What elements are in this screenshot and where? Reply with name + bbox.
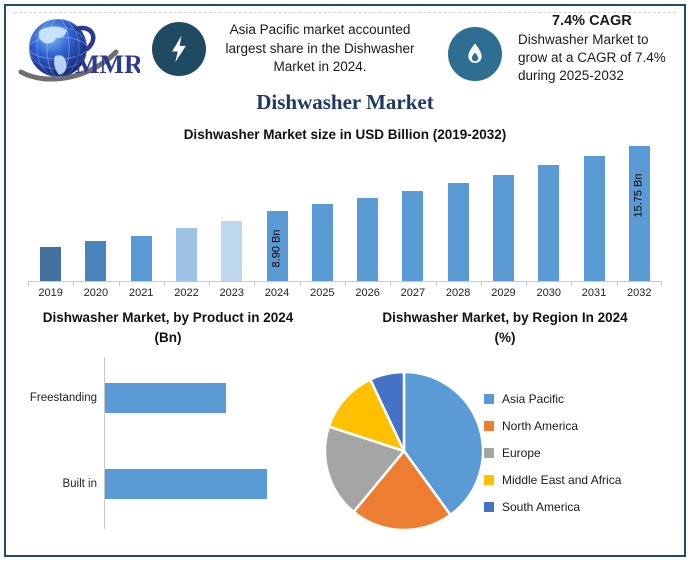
highlight-badge [152, 22, 206, 76]
region-pie-wrap [321, 368, 487, 534]
pie-slice-south-america [369, 370, 406, 453]
legend-swatch [484, 447, 494, 458]
legend-item-north-america: North America [484, 418, 621, 433]
by-region-title: Dishwasher Market, by Region In 2024 [382, 310, 628, 325]
bar-2027 [402, 191, 424, 281]
top-dashed-line [14, 12, 676, 13]
bar-slot-2031 [571, 156, 616, 281]
bar-slot-2030 [526, 165, 571, 281]
x-tick-label-2019: 2019 [28, 282, 73, 299]
legend-item-asia-pacific: Asia Pacific [484, 391, 621, 406]
bar-slot-2023 [209, 221, 254, 281]
bar-2029 [492, 175, 514, 281]
legend-label: North America [502, 418, 579, 433]
legend-swatch [484, 393, 494, 404]
legend-swatch [484, 501, 494, 512]
product-label: Built in [62, 478, 97, 491]
page-title: Dishwasher Market [256, 90, 434, 114]
bar-value-label-2032: 15.75 Bn [632, 173, 645, 218]
bar-2025 [311, 204, 333, 281]
bar-slot-2020 [73, 241, 118, 281]
pie-slice-north-america [352, 449, 452, 532]
pie-slice-europe [323, 425, 406, 514]
bar-slot-2028 [436, 183, 481, 281]
x-tick-label-2030: 2030 [526, 282, 571, 299]
x-tick-label-2022: 2022 [163, 282, 209, 299]
product-row-freestanding: Freestanding [30, 383, 226, 414]
highlight-text: Asia Pacific market accounted largest sh… [225, 22, 415, 75]
bar-2030 [538, 165, 560, 281]
bar-2031 [583, 156, 605, 281]
x-tick-label-2025: 2025 [299, 282, 345, 299]
bar-2032: 15.75 Bn [628, 146, 650, 281]
legend-label: South America [502, 499, 581, 514]
region-pie-chart [323, 370, 485, 532]
x-tick-label-2027: 2027 [390, 282, 435, 299]
x-tick-label-2023: 2023 [209, 282, 254, 299]
x-tick-label-2028: 2028 [435, 282, 481, 299]
market-size-chart-title: Dishwasher Market size in USD Billion (2… [183, 127, 507, 142]
bar-2026 [357, 198, 379, 281]
by-product-chart: Freestanding Built in [30, 357, 320, 530]
bar-slot-2022 [164, 228, 209, 281]
legend-label: Asia Pacific [502, 391, 565, 406]
legend-swatch [484, 474, 494, 485]
x-tick-label-2032: 2032 [616, 282, 663, 299]
bar-slot-2019 [28, 247, 73, 281]
by-product-title-unit: (Bn) [154, 329, 182, 345]
bar-slot-2032: 15.75 Bn [617, 146, 662, 281]
logo-swoosh [18, 49, 119, 82]
region-legend: Asia Pacific North America Europe Middle Ea… [484, 392, 621, 527]
header: MMR Asia Pacific market accounted larges… [12, 12, 678, 86]
legend-item-europe: Europe [484, 445, 621, 460]
product-label: Freestanding [29, 392, 97, 405]
cagr-heading: 7.4% CAGR [552, 12, 632, 29]
cagr-badge [448, 27, 502, 81]
bar-2028 [447, 183, 469, 281]
bar-slot-2021 [119, 236, 164, 281]
bar-slot-2025 [300, 204, 345, 281]
x-tick-label-2021: 2021 [118, 282, 164, 299]
page-frame: MMR Asia Pacific market accounted larges… [4, 4, 686, 557]
logo-text: MMR [75, 50, 140, 79]
bar-2023 [221, 221, 243, 281]
pie-slice-asia-pacific [402, 370, 485, 517]
bar-slot-2027 [390, 191, 435, 281]
bar-2022 [175, 228, 197, 281]
flame-icon [468, 43, 482, 63]
by-region-title-unit: (%) [494, 329, 516, 345]
bar-2020 [85, 241, 107, 281]
by-region-section: Dishwasher Market, by Region In 2024 (%)… [321, 308, 686, 558]
legend-label: Middle East and Africa [502, 472, 622, 487]
bar-slot-2026 [345, 198, 390, 281]
bar-2024: 8.90 Bn [266, 211, 288, 281]
lightning-icon [172, 35, 186, 63]
product-row-built-in: Built in [62, 469, 267, 500]
x-tick-label-2029: 2029 [480, 282, 526, 299]
market-size-plot: 8.90 Bn 15.75 Bn [28, 146, 662, 282]
bar-2019 [40, 247, 62, 281]
by-product-title: Dishwasher Market, by Product in 2024 [42, 310, 294, 325]
x-tick-label-2026: 2026 [344, 282, 390, 299]
legend-item-south-america: South America [484, 499, 621, 514]
legend-item-middle-east-and-africa: Middle East and Africa [484, 472, 622, 487]
x-tick-label-2024: 2024 [254, 282, 299, 299]
x-tick-label-2031: 2031 [571, 282, 616, 299]
bar-2021 [130, 236, 152, 281]
market-size-chart: 8.90 Bn 15.75 Bn 2019 2020 2021 2022 2023 2024… [28, 146, 663, 299]
bar-slot-2029 [481, 175, 526, 281]
product-bar [105, 383, 226, 414]
x-tick-label-2020: 2020 [73, 282, 118, 299]
legend-swatch [484, 420, 494, 431]
bar-value-label-2024: 8.90 Bn [270, 229, 283, 268]
market-size-x-axis: 2019 2020 2021 2022 2023 2024 2025 2026 2027 2028… [28, 282, 663, 299]
by-product-section: Dishwasher Market, by Product in 2024 (B… [12, 308, 324, 556]
cagr-text: Dishwasher Market to grow at a CAGR of 7… [518, 31, 666, 84]
product-bar [105, 469, 267, 500]
cagr-callout: 7.4% CAGR Dishwasher Market to grow at a… [512, 13, 672, 86]
legend-label: Europe [502, 445, 541, 460]
bar-slot-2024: 8.90 Bn [254, 211, 299, 281]
mmr-logo: MMR [18, 18, 140, 82]
